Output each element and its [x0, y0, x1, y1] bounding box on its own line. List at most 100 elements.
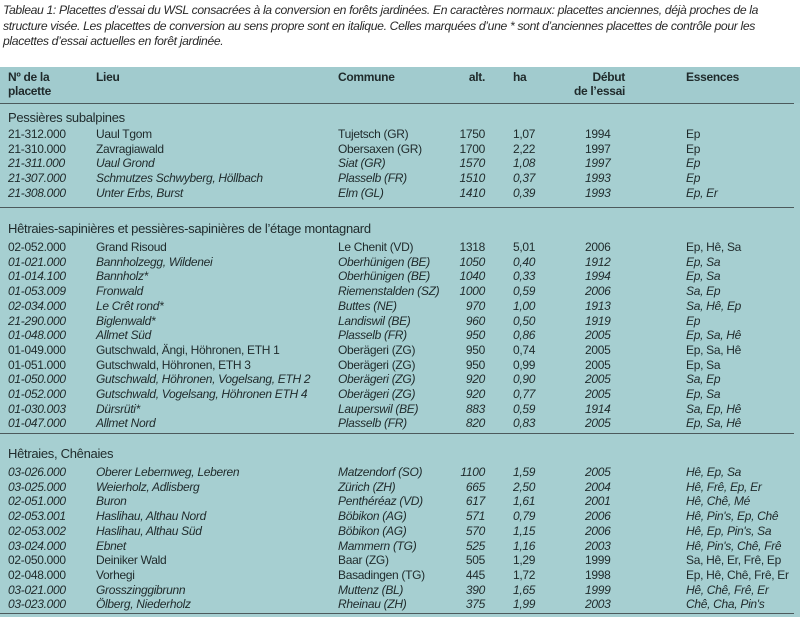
cell-lieu: Oberer Lebernweg, Leberen	[96, 465, 240, 479]
cell-no: 02-052.000	[8, 240, 66, 254]
section-title: Hêtraies, Chênaies	[8, 446, 114, 461]
table-caption: Tableau 1: Placettes d’essai du WSL cons…	[3, 3, 759, 48]
cell-commune: Mammern (TG)	[338, 538, 417, 553]
cell-commune: Oberhünigen (BE)	[338, 269, 430, 284]
cell-lieu: Fronwald	[96, 284, 143, 299]
cell-ha: 0,50	[513, 313, 536, 328]
header-ha: ha	[513, 70, 527, 84]
cell-debut: 1997	[585, 141, 611, 156]
cell-debut: 1994	[585, 269, 611, 284]
cell-debut: 2006	[585, 240, 611, 254]
cell-debut: 1997	[585, 156, 611, 171]
cell-lieu: Weierholz, Adlisberg	[96, 479, 200, 494]
cell-commune: Basadingen (TG)	[338, 567, 425, 582]
table-row: 01-049.000 Gutschwald, Ängi, Höhronen, ET…	[0, 343, 800, 358]
cell-lieu: Gutschwald, Höhronen, Vogelsang, ETH 2	[96, 372, 311, 387]
cell-debut: 2005	[585, 357, 611, 372]
cell-debut: 2006	[585, 509, 611, 524]
cell-ha: 0,37	[513, 171, 536, 186]
cell-lieu: Le Crêt rond*	[96, 298, 164, 313]
cell-alt: 1700	[459, 141, 486, 156]
cell-no: 01-049.000	[8, 342, 66, 357]
cell-lieu: Biglenwald*	[96, 313, 156, 328]
cell-commune: Zürich (ZH)	[338, 479, 396, 494]
cell-alt: 1100	[460, 465, 485, 479]
header-no-line2: placette	[8, 84, 51, 98]
cell-ha: 1,72	[513, 567, 536, 582]
cell-debut: 2001	[585, 494, 611, 509]
cell-alt: 617	[465, 494, 485, 509]
header-essences: Essences	[686, 70, 739, 84]
cell-no: 21-311.000	[8, 156, 65, 171]
cell-lieu: Dürsrüti*	[96, 401, 140, 416]
cell-alt: 1750	[459, 127, 486, 141]
cell-essences: Ep	[686, 171, 701, 186]
cell-lieu: Buron	[96, 494, 127, 509]
cell-debut: 2005	[585, 416, 611, 431]
cell-lieu: Bannholzegg, Wildenei	[96, 254, 213, 269]
cell-essences: Ep	[686, 156, 701, 171]
cell-no: 02-053.002	[8, 523, 66, 538]
cell-essences: Hê, Chê, Frê, Er	[686, 582, 769, 597]
table-row: 01-047.000 Allmet Nord Plasselb (FR) 820 0,8…	[0, 416, 800, 431]
header-debut-line2: de l’essai	[573, 84, 625, 98]
cell-alt: 883	[465, 401, 485, 416]
table-row: 02-053.001 Haslihau, Althau Nord Böbikon (…	[0, 509, 800, 524]
cell-alt: 445	[465, 567, 485, 582]
header-alt: alt.	[468, 70, 485, 84]
cell-debut: 2006	[585, 523, 611, 538]
cell-debut: 1919	[585, 313, 611, 328]
table-row: 02-034.000 Le Crêt rond* Buttes (NE) 970 1,0…	[0, 299, 800, 314]
table-row: 03-025.000 Weierholz, Adlisberg Zürich (ZH…	[0, 480, 800, 495]
cell-debut: 2006	[585, 284, 611, 299]
cell-ha: 0,77	[513, 387, 536, 401]
cell-essences: Sa, Ep, Hê	[686, 401, 742, 416]
cell-essences: Hê, Chê, Mé	[686, 494, 751, 509]
cell-lieu: Grand Risoud	[96, 240, 167, 254]
table-row: 03-021.000 Grosszinggibrunn Muttenz (BL) 39…	[0, 583, 800, 598]
cell-debut: 2005	[585, 387, 611, 401]
cell-ha: 1,15	[513, 523, 536, 538]
cell-debut: 1993	[585, 185, 611, 200]
table-row: 03-024.000 Ebnet Mammern (TG) 525 1,16 2003 Hê…	[0, 539, 800, 554]
section-title: Hêtraies-sapinières et pessières-sapiniè…	[8, 221, 371, 236]
cell-no: 03-025.000	[8, 479, 66, 494]
cell-no: 01-014.100	[8, 269, 66, 284]
cell-no: 21-308.000	[8, 185, 66, 200]
table-row: 01-014.100 Bannholz* Oberhünigen (BE) 1040 0…	[0, 269, 800, 284]
cell-no: 03-021.000	[8, 582, 66, 597]
cell-commune: Penthéréaz (VD)	[338, 494, 423, 509]
header-lieu: Lieu	[96, 70, 120, 84]
cell-alt: 571	[465, 509, 485, 524]
cell-lieu: Deiniker Wald	[96, 553, 167, 568]
table-row: 21-290.000 Biglenwald* Landiswil (BE) 960 0,…	[0, 314, 800, 329]
cell-ha: 0,79	[513, 509, 536, 524]
cell-alt: 525	[465, 538, 485, 553]
cell-alt: 950	[465, 328, 485, 343]
cell-ha: 5,01	[513, 240, 536, 254]
cell-ha: 0,74	[513, 342, 536, 357]
cell-ha: 1,07	[513, 127, 536, 141]
table-row: 01-021.000 Bannholzegg, Wildenei Oberhünig…	[0, 255, 800, 270]
section-divider	[0, 207, 794, 208]
cell-commune: Oberägeri (ZG)	[338, 357, 416, 372]
cell-alt: 920	[465, 372, 485, 387]
cell-alt: 1570	[459, 156, 486, 171]
cell-ha: 1,99	[513, 597, 536, 612]
table-header: Nº de la placette Lieu Commune alt. ha Dé…	[0, 67, 800, 103]
header-commune: Commune	[338, 70, 395, 84]
table-row: 02-052.000 Grand Risoud Le Chenit (VD) 1318…	[0, 240, 800, 255]
cell-alt: 570	[465, 523, 485, 538]
cell-ha: 0,83	[513, 416, 536, 431]
table-row: 02-050.000 Deiniker Wald Baar (ZG) 505 1,29 1…	[0, 553, 800, 568]
cell-essences: Ep, Hê, Sa	[686, 240, 742, 254]
cell-alt: 820	[465, 416, 485, 431]
cell-ha: 0,59	[513, 284, 536, 299]
cell-lieu: Gutschwald, Ängi, Höhronen, ETH 1	[96, 342, 280, 357]
cell-no: 21-290.000	[8, 313, 66, 328]
cell-debut: 2003	[585, 538, 611, 553]
cell-lieu: Vorhegi	[96, 567, 135, 582]
cell-lieu: Unter Erbs, Burst	[96, 185, 183, 200]
cell-essences: Ep	[686, 141, 701, 156]
cell-essences: Sa, Hê, Er, Frê, Ep	[686, 553, 782, 568]
